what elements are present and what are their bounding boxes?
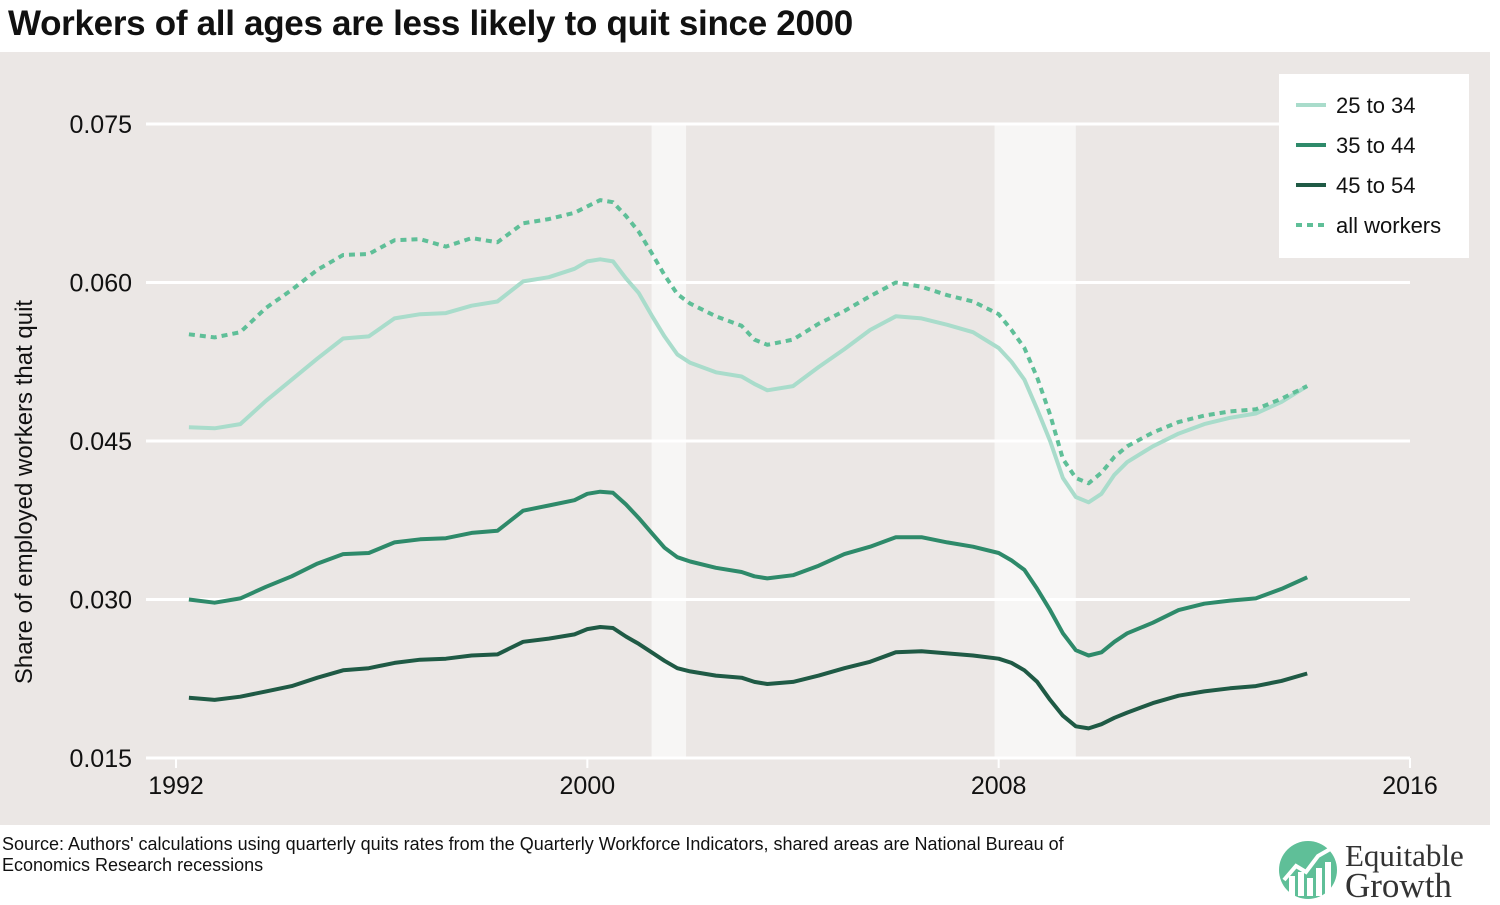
logo-text-equitable: Equitable [1345, 838, 1464, 873]
source-note: Source: Authors' calculations using quar… [2, 834, 1064, 875]
legend: 25 to 34 35 to 44 45 to 54 all workers [1279, 74, 1469, 258]
x-tick-label-1992: 1992 [148, 772, 204, 800]
equitable-growth-logo: Equitable Growth [1276, 836, 1500, 905]
plot-background [0, 52, 1490, 825]
chart-title: Workers of all ages are less likely to q… [8, 4, 853, 43]
series-line-35-to-44 [188, 489, 1309, 658]
y-tick-label-0.060: 0.060 [69, 270, 132, 298]
x-tick-label-2000: 2000 [560, 772, 616, 800]
x-tick-label-2008: 2008 [971, 772, 1027, 800]
series-line-45-to-54 [188, 625, 1308, 731]
series-line-25-to-34 [188, 257, 1309, 505]
growth-chart-icon [1279, 841, 1337, 899]
legend-label-45-to-54: 45 to 54 [1336, 173, 1416, 198]
series-line-all-workers [188, 198, 1309, 486]
y-tick-label-0.015: 0.015 [69, 745, 132, 773]
y-tick-label-0.045: 0.045 [69, 428, 132, 456]
legend-label-35-to-44: 35 to 44 [1336, 133, 1416, 158]
chart-panel: 0.015 0.030 0.045 0.060 0.075 1992 2000 2008 201… [0, 52, 1500, 825]
logo-text-growth: Growth [1345, 866, 1452, 905]
y-axis-label: Share of employed workers that quit [11, 300, 38, 685]
y-tick-label-0.075: 0.075 [69, 111, 132, 139]
legend-label-all-workers: all workers [1336, 213, 1441, 238]
chart-svg: 0.015 0.030 0.045 0.060 0.075 1992 2000 2008 201… [0, 52, 1490, 825]
legend-label-25-to-34: 25 to 34 [1336, 93, 1416, 118]
x-tick-label-2016: 2016 [1382, 772, 1438, 800]
y-tick-label-0.030: 0.030 [69, 587, 132, 615]
